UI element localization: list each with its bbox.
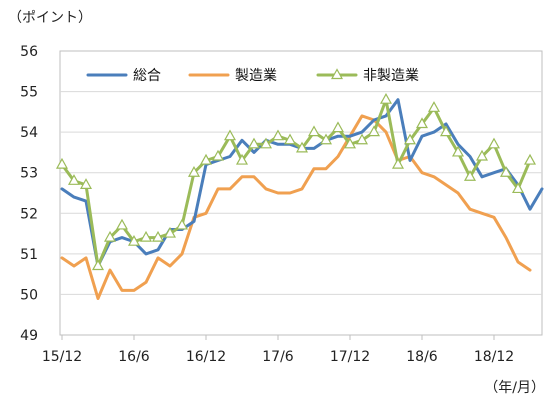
data-point-marker (379, 92, 393, 104)
data-point-marker (175, 218, 189, 230)
data-point-marker (355, 133, 369, 145)
x-tick-label: 16/12 (186, 349, 226, 365)
data-point-marker (67, 174, 81, 185)
legend-item: 非製造業 (316, 68, 419, 84)
data-point-marker (463, 170, 477, 181)
data-point-marker (223, 129, 237, 141)
x-tick-label: 16/6 (118, 349, 150, 365)
data-point-marker (247, 137, 261, 149)
data-point-marker (235, 153, 249, 165)
plot-area-border (59, 50, 543, 336)
data-point-marker (511, 182, 525, 194)
x-tick-label: 17/12 (330, 349, 370, 365)
data-point-marker (487, 137, 501, 149)
data-point-marker (163, 226, 177, 238)
y-tick-label: 56 (20, 44, 38, 60)
data-point-marker (55, 157, 69, 169)
data-point-marker (139, 230, 153, 242)
x-tick-label: 17/6 (262, 349, 294, 365)
x-tick-label: 18/6 (406, 349, 438, 365)
legend: 総合 製造業 非製造業 (86, 68, 419, 84)
data-point-marker (79, 178, 93, 189)
data-point-marker (295, 141, 309, 153)
y-tick-label: 52 (20, 206, 38, 222)
plot-series (55, 92, 544, 300)
data-point-marker (499, 165, 513, 177)
data-point-marker (451, 145, 465, 157)
x-tick-label: 18/12 (474, 349, 514, 365)
y-tick-label: 51 (20, 247, 38, 263)
series-line (60, 114, 532, 300)
data-point-marker (319, 133, 333, 145)
data-point-marker (331, 121, 345, 133)
series-2 (60, 114, 532, 300)
data-point-marker (439, 125, 453, 137)
data-point-marker (259, 137, 273, 149)
legend-item: 総合 (86, 68, 161, 84)
data-point-marker (475, 149, 489, 161)
data-point-marker (427, 101, 441, 112)
data-point-marker (391, 157, 405, 169)
series-3 (55, 92, 537, 271)
y-tick-label: 53 (20, 166, 38, 182)
data-point-marker (115, 218, 129, 230)
data-point-marker (151, 230, 165, 242)
legend-item: 製造業 (188, 68, 277, 84)
y-axis-unit-label: （ポイント） (8, 10, 92, 26)
data-point-marker (211, 149, 225, 161)
legend-label: 総合 (133, 68, 161, 84)
x-tick-label: 15/12 (42, 349, 82, 365)
gridlines (60, 91, 542, 295)
data-point-marker (307, 125, 321, 137)
x-axis-unit-label: （年/月） (484, 380, 545, 396)
data-point-marker (523, 153, 537, 165)
data-point-marker (127, 234, 141, 246)
y-tick-label: 54 (20, 125, 38, 141)
data-point-marker (199, 153, 213, 165)
y-tick-label: 50 (20, 287, 38, 303)
data-point-marker (415, 117, 429, 129)
legend-marker (330, 68, 344, 80)
data-point-marker (103, 230, 117, 242)
y-axis: 56 55 54 53 52 51 50 49 (20, 44, 38, 344)
data-point-marker (187, 165, 201, 177)
data-point-marker (367, 125, 381, 137)
data-point-marker (343, 137, 357, 149)
data-point-marker (403, 133, 417, 145)
x-axis: 15/12 16/6 16/12 17/6 17/12 18/6 18/12 (42, 335, 514, 365)
y-tick-label: 55 (20, 85, 38, 101)
data-point-marker (283, 133, 297, 145)
y-tick-label: 49 (20, 328, 38, 344)
data-point-marker (271, 129, 285, 141)
data-point-marker (91, 259, 105, 271)
legend-label: 非製造業 (363, 68, 419, 84)
legend-label: 製造業 (235, 68, 277, 84)
